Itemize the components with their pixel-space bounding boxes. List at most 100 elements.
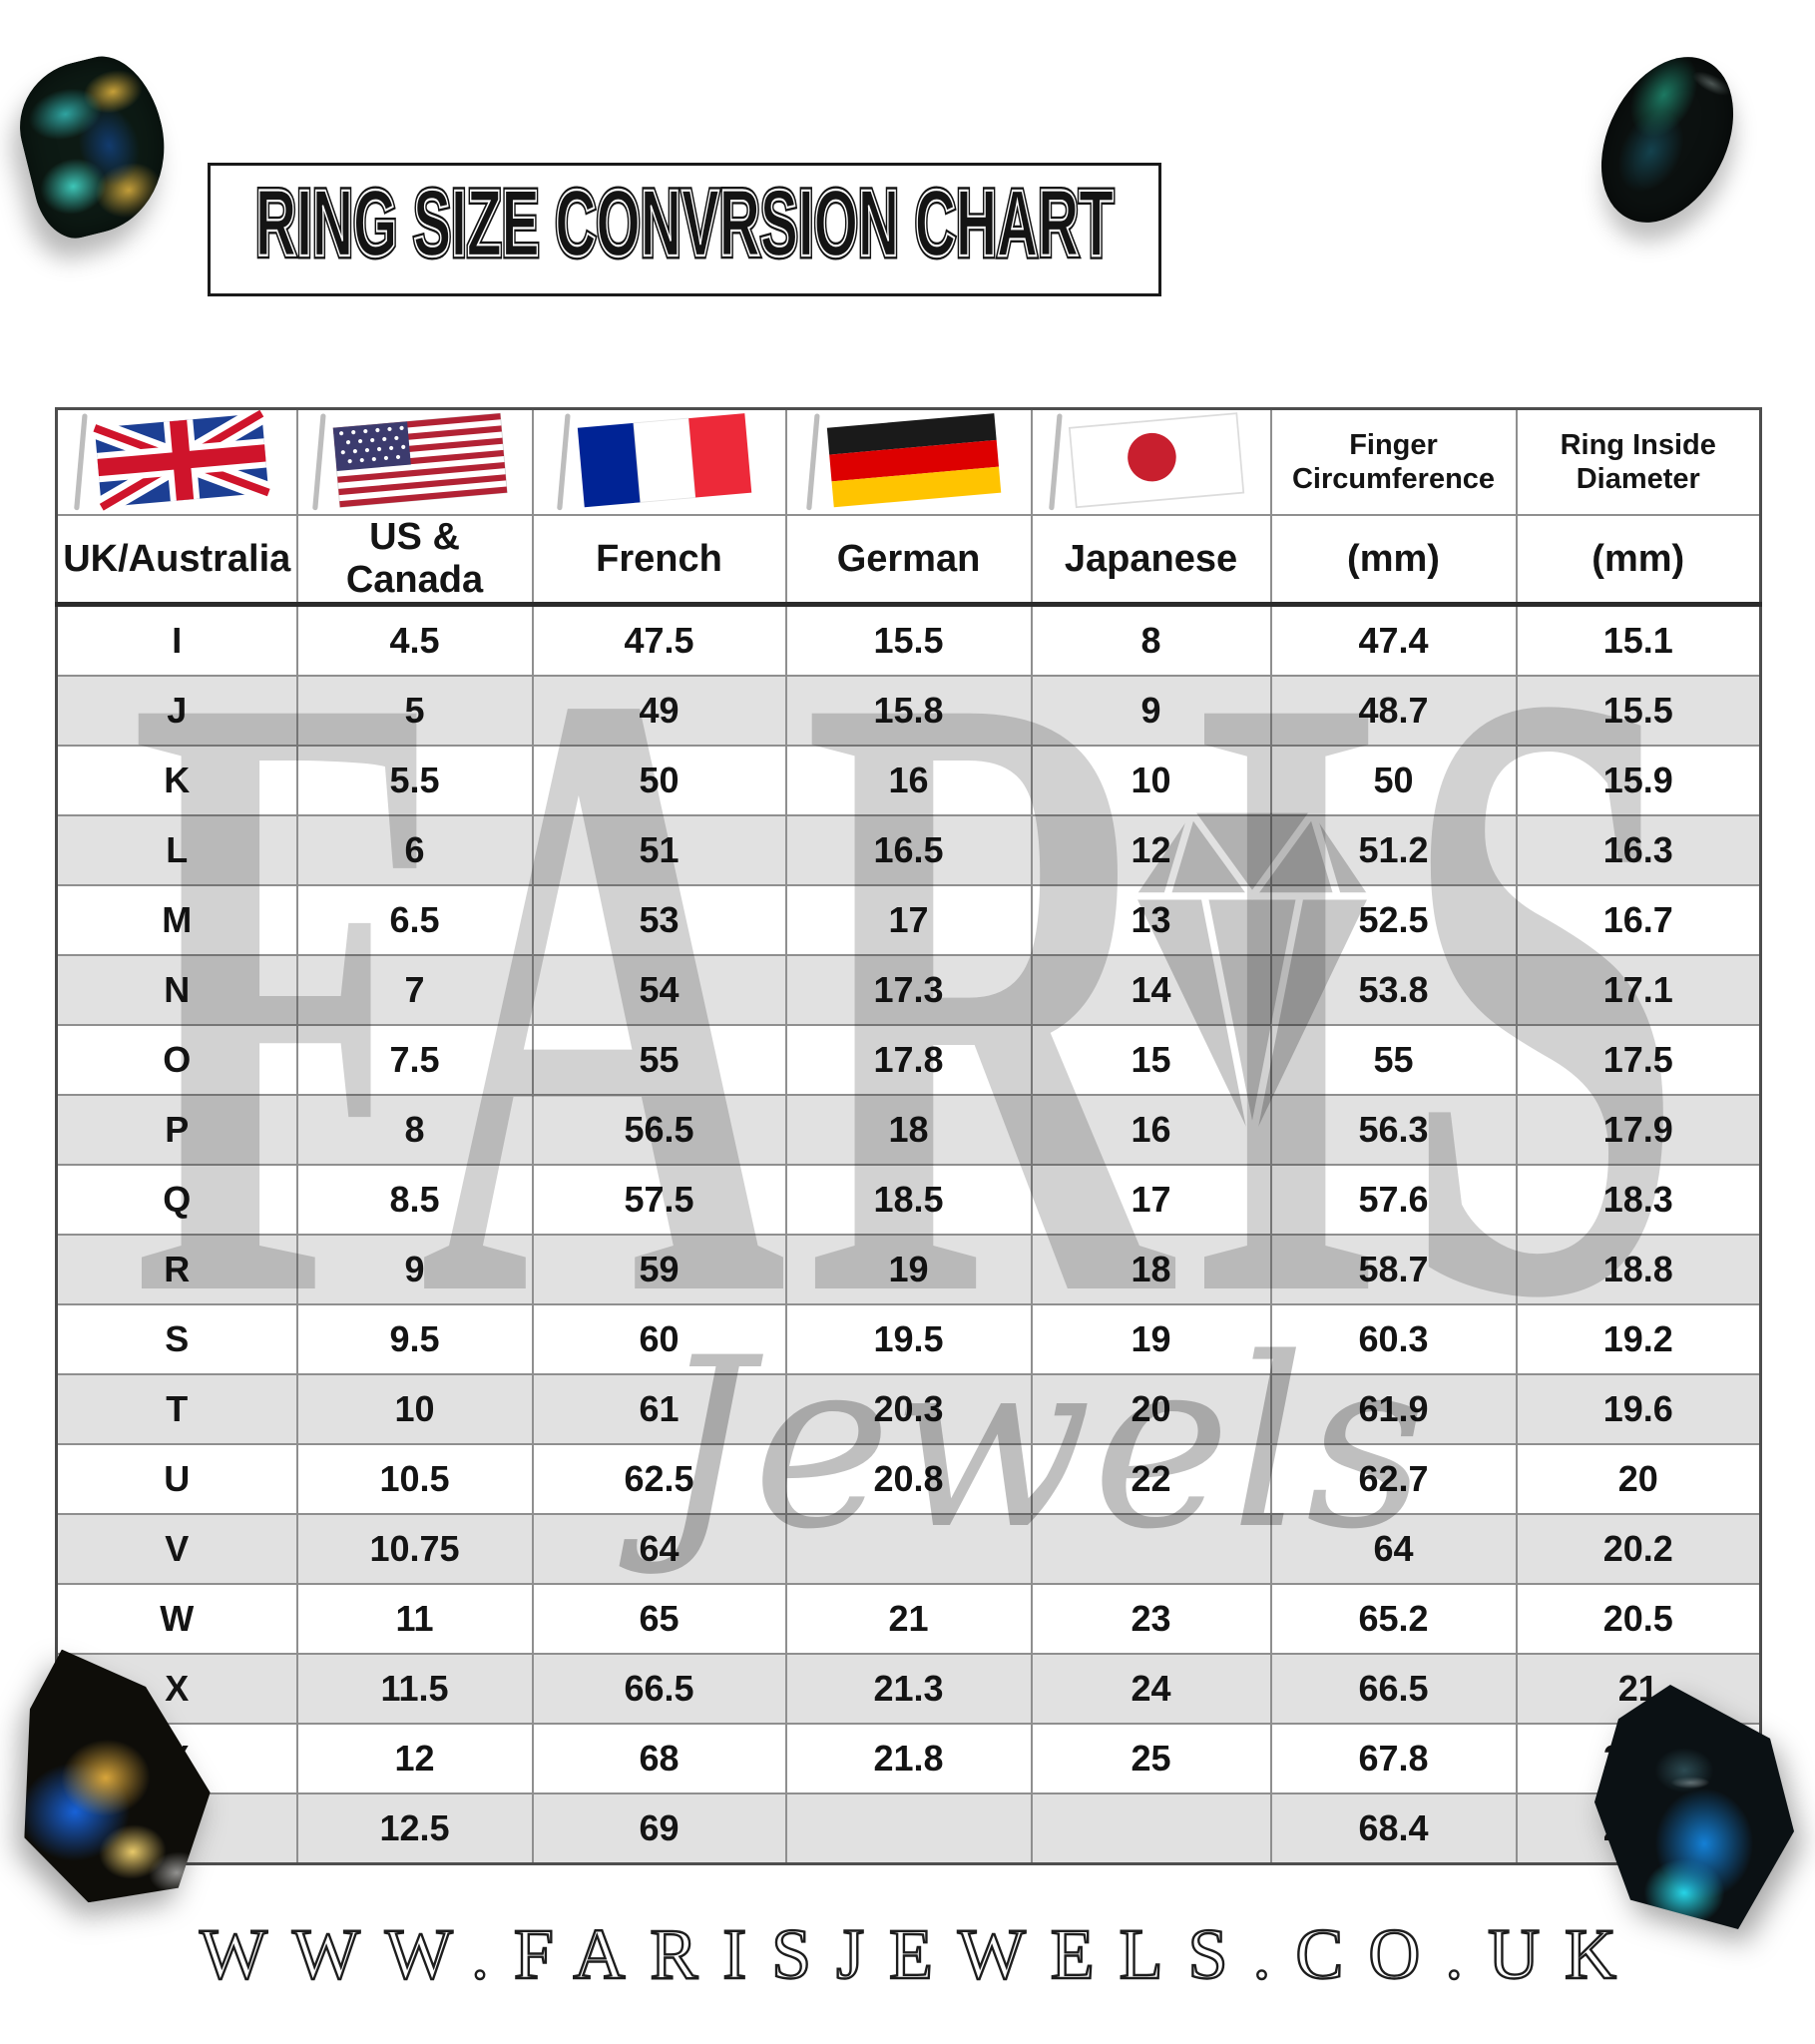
france-flag-icon (556, 413, 751, 511)
table-row: V 10.75 64 64 20.2 (55, 1513, 1762, 1585)
size-value-cell: 60.3 (1269, 1303, 1518, 1375)
size-value-cell: 21.3 (784, 1653, 1033, 1725)
labradorite-gem-top-right (1575, 34, 1760, 246)
size-value-cell: 21 (784, 1583, 1033, 1655)
size-letter-cell: R (55, 1234, 298, 1305)
size-value-cell: 19 (1030, 1303, 1272, 1375)
size-letter-cell: I (55, 603, 298, 677)
labradorite-gem-bottom-right (1594, 1685, 1794, 1929)
size-letter-cell: T (55, 1373, 298, 1445)
size-value-cell: 8.5 (295, 1164, 534, 1236)
col-label-french: French (531, 514, 787, 607)
uk-flag-icon (74, 410, 273, 514)
size-value-cell (1030, 1792, 1272, 1865)
size-value-cell: 10 (1030, 745, 1272, 816)
size-value-cell: 20.8 (784, 1443, 1033, 1515)
size-letter-cell: Q (55, 1164, 298, 1236)
header-finger-circumference: Finger Circumference (1269, 407, 1518, 516)
size-value-cell: 18.8 (1515, 1234, 1762, 1305)
size-value-cell: 56.5 (531, 1094, 787, 1166)
header-ring-inside-diameter: Ring Inside Diameter (1515, 407, 1762, 516)
table-row: U 10.5 62.5 20.8 22 62.7 20 (55, 1443, 1762, 1515)
size-value-cell: 10.5 (295, 1443, 534, 1515)
size-letter-cell: V (55, 1513, 298, 1585)
column-label-row: UK/Australia US & Canada French German J… (55, 514, 1762, 607)
size-value-cell: 14 (1030, 954, 1272, 1026)
size-value-cell: 18 (1030, 1234, 1272, 1305)
size-value-cell: 19 (784, 1234, 1033, 1305)
size-value-cell: 19.5 (784, 1303, 1033, 1375)
flag-header-row: Finger Circumference Ring Inside Diamete… (55, 407, 1762, 516)
table-row: N 7 54 17.3 14 53.8 17.1 (55, 954, 1762, 1026)
size-value-cell: 16.3 (1515, 814, 1762, 886)
size-value-cell: 16.7 (1515, 884, 1762, 956)
ring-inside-diameter-label: Ring Inside Diameter (1560, 428, 1716, 495)
size-value-cell: 17.5 (1515, 1024, 1762, 1096)
col-label-us-canada: US & Canada (295, 514, 534, 607)
size-value-cell: 15.5 (1515, 675, 1762, 747)
size-value-cell: 7 (295, 954, 534, 1026)
size-value-cell: 15.8 (784, 675, 1033, 747)
size-value-cell: 20 (1030, 1373, 1272, 1445)
size-value-cell: 17 (784, 884, 1033, 956)
header-flag-germany (784, 407, 1033, 516)
size-value-cell: 53 (531, 884, 787, 956)
size-value-cell: 7.5 (295, 1024, 534, 1096)
size-value-cell: 20.2 (1515, 1513, 1762, 1585)
size-value-cell: 24 (1030, 1653, 1272, 1725)
size-value-cell: 4.5 (295, 603, 534, 677)
size-letter-cell: L (55, 814, 298, 886)
japan-flag-icon (1048, 412, 1244, 511)
size-value-cell: 52.5 (1269, 884, 1518, 956)
col-label-japanese: Japanese (1030, 514, 1272, 607)
size-value-cell: 16.5 (784, 814, 1033, 886)
size-value-cell: 15.5 (784, 603, 1033, 677)
size-value-cell: 19.6 (1515, 1373, 1762, 1445)
size-value-cell: 61 (531, 1373, 787, 1445)
size-letter-cell: J (55, 675, 298, 747)
size-value-cell: 12 (1030, 814, 1272, 886)
size-value-cell: 12 (295, 1723, 534, 1794)
labradorite-gem-top-left (6, 45, 184, 247)
finger-circumference-label: Finger Circumference (1291, 428, 1496, 495)
title-box: RING SIZE CONVRSION CHART RING SIZE CONV… (208, 163, 1161, 296)
ring-size-table: Finger Circumference Ring Inside Diamete… (55, 407, 1762, 1865)
size-value-cell: 65 (531, 1583, 787, 1655)
table-row: X 11.5 66.5 21.3 24 66.5 21 (55, 1653, 1762, 1725)
table-row: L 6 51 16.5 12 51.2 16.3 (55, 814, 1762, 886)
size-value-cell: 10 (295, 1373, 534, 1445)
size-value-cell: 21.8 (784, 1723, 1033, 1794)
size-value-cell (784, 1792, 1033, 1865)
svg-text:WWW.FARISJEWELS.CO.UK: WWW.FARISJEWELS.CO.UK (200, 1914, 1616, 1994)
size-letter-cell: M (55, 884, 298, 956)
size-value-cell: 21 (1515, 1653, 1762, 1725)
size-letter-cell: O (55, 1024, 298, 1096)
size-value-cell: 56.3 (1269, 1094, 1518, 1166)
size-value-cell: 5 (295, 675, 534, 747)
size-value-cell: 50 (1269, 745, 1518, 816)
size-value-cell: 53.8 (1269, 954, 1518, 1026)
size-value-cell: 17.9 (1515, 1094, 1762, 1166)
us-flag-icon (311, 412, 508, 511)
size-value-cell: 17 (1030, 1164, 1272, 1236)
size-value-cell: 65.2 (1269, 1583, 1518, 1655)
header-flag-uk (55, 407, 298, 516)
table-row: T 10 61 20.3 20 61.9 19.6 (55, 1373, 1762, 1445)
size-value-cell: 69 (531, 1792, 787, 1865)
size-letter-cell: K (55, 745, 298, 816)
table-row: O 7.5 55 17.8 15 55 17.5 (55, 1024, 1762, 1096)
size-letter-cell: W (55, 1583, 298, 1655)
col-label-german: German (784, 514, 1033, 607)
size-value-cell: 66.5 (1269, 1653, 1518, 1725)
labradorite-gem-bottom-left (18, 1645, 208, 1899)
size-value-cell: 64 (1269, 1513, 1518, 1585)
size-value-cell: 49 (531, 675, 787, 747)
size-value-cell: 67.8 (1269, 1723, 1518, 1794)
header-flag-us (295, 407, 534, 516)
website-url: WWW.FARISJEWELS.CO.UK (199, 1913, 1617, 1995)
size-value-cell: 17.3 (784, 954, 1033, 1026)
size-value-cell: 57.5 (531, 1164, 787, 1236)
